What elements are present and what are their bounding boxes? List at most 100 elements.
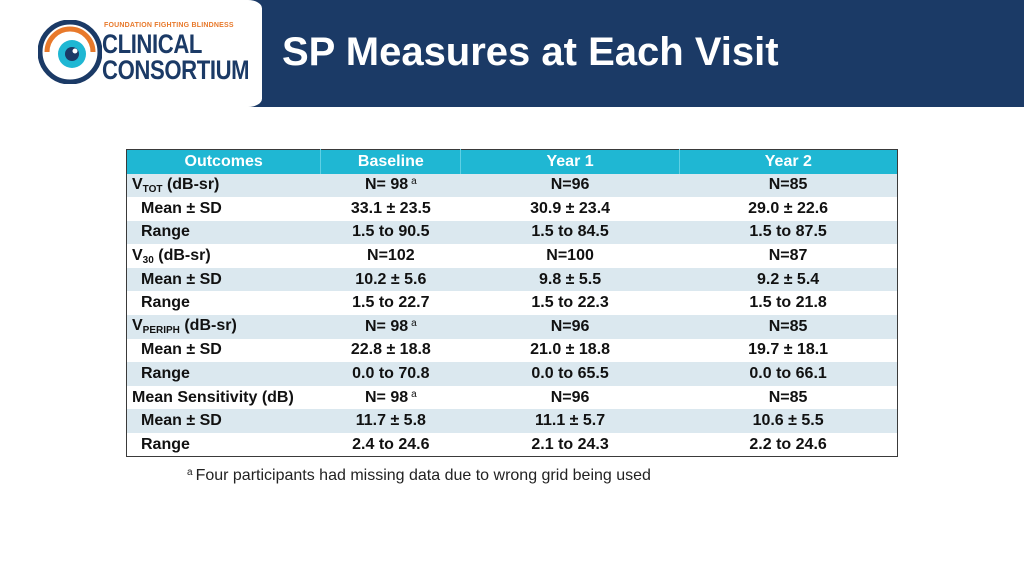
table-cell: 1.5 to 22.3 — [460, 291, 680, 316]
table-body: VTOT (dB-sr) N= 98 a N=96 N=85 Mean ± SD 33.1 … — [126, 173, 898, 457]
row-label: Mean ± SD — [126, 338, 321, 363]
table-cell: N= 98 a — [320, 385, 461, 410]
table-cell: 2.4 to 24.6 — [320, 433, 461, 457]
logo: FOUNDATION FIGHTING BLINDNESS CLINICAL C… — [0, 0, 258, 107]
table-cell: 19.7 ± 18.1 — [679, 338, 898, 363]
row-label-main: Range — [141, 365, 190, 383]
table-cell: 1.5 to 90.5 — [320, 220, 461, 245]
cell-value: 1.5 to 90.5 — [352, 223, 430, 241]
row-label-main: Mean ± SD — [141, 412, 222, 430]
row-label: VTOT (dB-sr) — [126, 173, 321, 198]
row-label: Mean ± SD — [126, 197, 321, 221]
header-baseline: Baseline — [320, 149, 462, 174]
table-cell: N=85 — [679, 385, 898, 410]
table-cell: 0.0 to 70.8 — [320, 362, 461, 386]
title-banner: SP Measures at Each Visit — [248, 0, 1024, 107]
cell-value: N=85 — [768, 317, 808, 335]
table-row: Mean ± SD 33.1 ± 23.5 30.9 ± 23.4 29.0 ± 22… — [126, 197, 898, 221]
row-label: Range — [126, 362, 321, 386]
row-label: Mean ± SD — [126, 267, 321, 292]
row-label-unit: (dB-sr) — [179, 317, 237, 335]
table-cell: 30.9 ± 23.4 — [460, 197, 680, 221]
cell-value: 2.4 to 24.6 — [352, 435, 430, 453]
table-row: VTOT (dB-sr) N= 98 a N=96 N=85 — [126, 173, 898, 198]
cell-value: N=102 — [367, 247, 415, 265]
cell-value: 2.1 to 24.3 — [531, 435, 609, 453]
table-cell: N=96 — [460, 315, 680, 339]
footnote-text: Four participants had missing data due t… — [195, 467, 651, 484]
table-cell: 22.8 ± 18.8 — [320, 338, 461, 363]
table-cell: 29.0 ± 22.6 — [679, 197, 898, 221]
superscript-marker: a — [411, 317, 417, 329]
cell-value: 29.0 ± 22.6 — [748, 199, 829, 217]
cell-value: 11.1 ± 5.7 — [534, 412, 606, 430]
table-row: Mean Sensitivity (dB) N= 98 a N=96 N=85 — [126, 385, 898, 410]
row-label-subscript: 30 — [142, 254, 154, 266]
cell-value: N=96 — [550, 388, 590, 406]
row-label-main: Mean Sensitivity (dB) — [132, 388, 294, 406]
cell-value: 21.0 ± 18.8 — [530, 341, 611, 359]
table-cell: 1.5 to 21.8 — [679, 291, 898, 316]
table-cell: N= 98 a — [320, 173, 461, 198]
cell-value: 1.5 to 22.3 — [531, 294, 609, 312]
table-cell: N=96 — [460, 173, 680, 198]
row-label-unit: (dB-sr) — [153, 246, 211, 264]
cell-value: 0.0 to 70.8 — [352, 365, 430, 383]
table-row: Mean ± SD 22.8 ± 18.8 21.0 ± 18.8 19.7 ± 18… — [126, 338, 898, 363]
cell-value: N= 98 — [364, 317, 409, 335]
sp-measures-table: Outcomes Baseline Year 1 Year 2 VTOT (dB… — [126, 149, 898, 458]
footnote-marker: a — [187, 467, 193, 478]
row-label-main: Mean ± SD — [141, 270, 222, 288]
table-row: Mean ± SD 11.7 ± 5.8 11.1 ± 5.7 10.6 ± 5.5 — [126, 409, 898, 434]
table-cell: 33.1 ± 23.5 — [320, 197, 461, 221]
cell-value: 22.8 ± 18.8 — [350, 341, 431, 359]
table-row: Range 0.0 to 70.8 0.0 to 65.5 0.0 to 66.1 — [126, 362, 898, 386]
cell-value: 1.5 to 21.8 — [749, 294, 827, 312]
table-header-row: Outcomes Baseline Year 1 Year 2 — [126, 149, 898, 174]
row-label-main: Mean ± SD — [141, 341, 222, 359]
table-cell: N=100 — [460, 244, 680, 268]
table-cell: N=102 — [320, 244, 461, 268]
row-label-subscript: PERIPH — [142, 325, 180, 337]
row-label: Range — [126, 433, 321, 457]
cell-value: N=96 — [550, 176, 590, 194]
cell-value: 9.2 ± 5.4 — [757, 270, 820, 288]
row-label-main: Range — [141, 435, 190, 453]
row-label: Range — [126, 220, 321, 245]
header-outcomes: Outcomes — [126, 149, 322, 174]
cell-value: 11.7 ± 5.8 — [355, 412, 426, 430]
table-cell: 1.5 to 22.7 — [320, 291, 461, 316]
table-cell: 2.1 to 24.3 — [460, 433, 680, 457]
cell-value: N=85 — [768, 388, 808, 406]
row-label-subscript: TOT — [142, 183, 163, 195]
table-cell: 10.6 ± 5.5 — [679, 409, 898, 434]
cell-value: 19.7 ± 18.1 — [748, 341, 829, 359]
table-cell: 21.0 ± 18.8 — [460, 338, 680, 363]
table-cell: 9.2 ± 5.4 — [679, 267, 898, 292]
table-row: Range 2.4 to 24.6 2.1 to 24.3 2.2 to 24.6 — [126, 433, 898, 457]
page-title: SP Measures at Each Visit — [282, 30, 779, 74]
header-year1: Year 1 — [460, 149, 680, 174]
cell-value: 10.6 ± 5.5 — [752, 412, 824, 430]
row-label: Range — [126, 291, 321, 316]
table-cell: N=87 — [679, 244, 898, 268]
cell-value: N=96 — [550, 317, 590, 335]
cell-value: 2.2 to 24.6 — [749, 435, 827, 453]
table-cell: 0.0 to 66.1 — [679, 362, 898, 386]
row-label-main: V — [132, 317, 143, 335]
cell-value: 30.9 ± 23.4 — [530, 199, 611, 217]
table-cell: 11.7 ± 5.8 — [320, 409, 461, 434]
cell-value: N= 98 — [364, 388, 409, 406]
row-label: Mean Sensitivity (dB) — [126, 385, 321, 410]
cell-value: 1.5 to 87.5 — [749, 223, 827, 241]
cell-value: 9.8 ± 5.5 — [538, 270, 602, 288]
row-label-main: V — [132, 175, 143, 193]
table-cell: 11.1 ± 5.7 — [460, 409, 680, 434]
table-cell: 9.8 ± 5.5 — [460, 267, 680, 292]
row-label-main: Mean ± SD — [141, 199, 222, 217]
cell-value: 33.1 ± 23.5 — [350, 199, 431, 217]
superscript-marker: a — [411, 176, 417, 188]
row-label: VPERIPH (dB-sr) — [126, 315, 321, 339]
row-label-main: Range — [141, 294, 190, 312]
row-label-main: Range — [141, 223, 190, 241]
